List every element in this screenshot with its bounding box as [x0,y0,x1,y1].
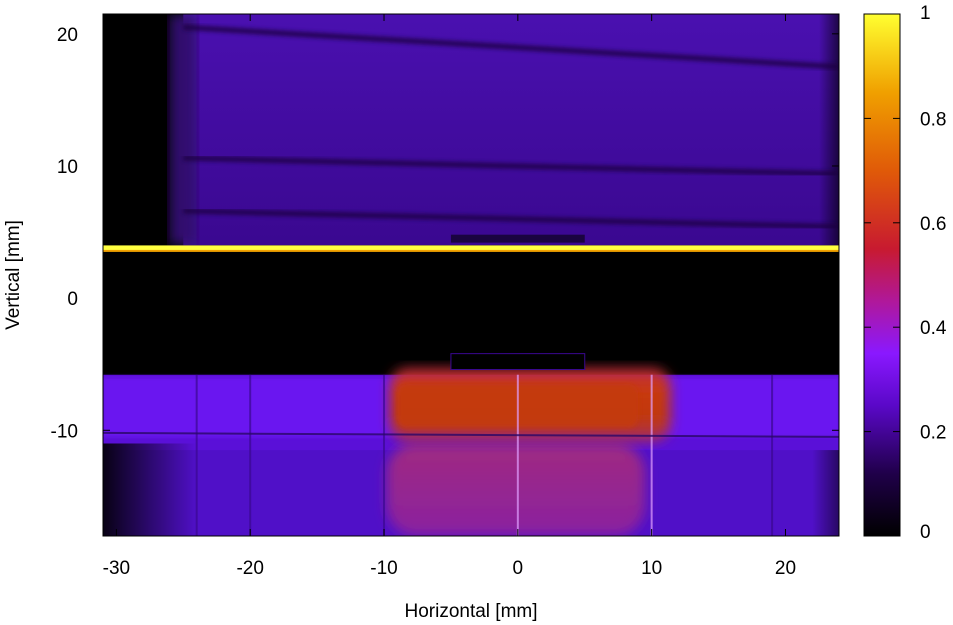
heatmap-image [103,14,839,536]
x-axis: -30 -20 -10 0 10 20 [103,14,796,579]
dark-band [103,251,839,358]
colorbar-tick-label-0: 0 [920,522,931,543]
x-tick-label-5: 20 [775,558,796,579]
bright-line [103,245,839,251]
colorbar-tick-label-1: 0.2 [920,423,946,444]
lower-hot-region [386,443,645,536]
upper-region [183,14,839,246]
x-axis-label: Horizontal [mm] [404,601,537,622]
lower-horizontal-line [103,431,839,438]
y-tick-label-0: -10 [51,421,78,442]
x-tick-label-1: -20 [236,558,263,579]
colorbar-tick-label-5: 1 [920,3,931,24]
x-tick-label-2: -10 [370,558,397,579]
y-axis: -10 0 10 20 [51,25,839,442]
y-tick-label-3: 20 [57,25,78,46]
x-tick-label-3: 0 [513,558,524,579]
lower-slot [450,353,586,370]
bright-line-edge [103,249,839,252]
plot-frame [102,13,840,537]
grid-shadow-horizontal-1 [183,155,839,177]
x-tick-label-4: 10 [641,558,662,579]
colorbar [863,13,901,537]
lower-right-fade [812,450,839,536]
colorbar-gradient [863,13,901,537]
grid-shadow-horizontal-2 [183,24,839,70]
x-tick-label-0: -30 [103,558,130,579]
colorbar-tick-label-3: 0.6 [920,214,946,235]
grid-shadow-horizontal-0 [183,208,839,230]
y-tick-label-1: 0 [67,289,78,310]
upper-region-right-fade [818,14,839,246]
colorbar-tick-label-4: 0.8 [920,109,946,130]
colorbar-ticks: 0 0.2 0.4 0.6 0.8 1 [864,3,947,543]
colorbar-tick-label-2: 0.4 [920,318,947,339]
y-axis-label: Vertical [mm] [3,220,24,330]
y-tick-label-2: 10 [57,157,78,178]
lower-left-fade [103,443,197,536]
upper-slot [450,234,585,243]
